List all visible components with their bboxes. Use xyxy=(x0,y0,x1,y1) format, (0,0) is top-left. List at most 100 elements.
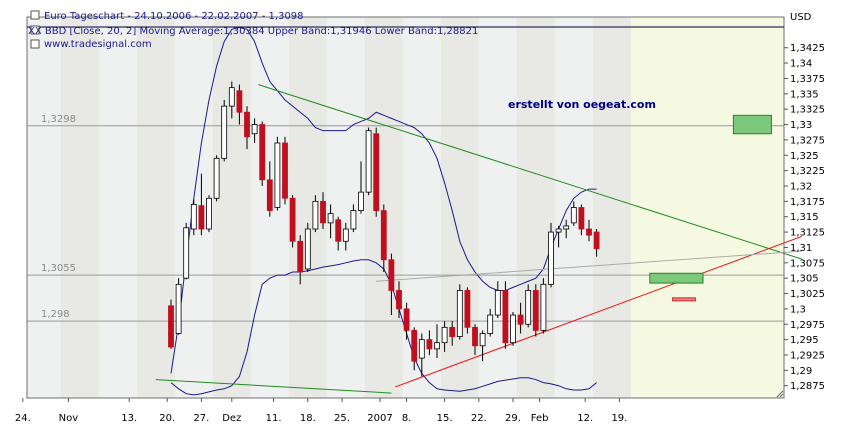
reference-label: 1,3298 xyxy=(41,114,76,125)
reference-label: 1,298 xyxy=(41,309,70,320)
plot-border xyxy=(26,16,785,399)
candle-body xyxy=(487,314,494,334)
y-tick-label: 1,3125 xyxy=(790,228,825,239)
x-tick-label: 18. xyxy=(300,413,316,424)
week-band xyxy=(98,17,137,398)
y-tick-label: 1,3325 xyxy=(790,105,825,116)
trend-line-gray-flat xyxy=(376,250,802,282)
candle-body xyxy=(335,219,342,242)
week-band xyxy=(516,17,555,398)
x-tick-label: Feb xyxy=(531,413,549,424)
candles xyxy=(168,81,600,377)
candle-body xyxy=(494,290,501,316)
week-bands xyxy=(27,17,631,398)
x-tick-label: 8. xyxy=(402,413,412,424)
candle-body xyxy=(578,207,585,230)
resize-grip-icon[interactable] xyxy=(776,390,784,398)
y-tick-label: 1,34 xyxy=(790,59,812,70)
x-tick-label: Nov xyxy=(59,413,79,424)
trend-line-green-down-upper xyxy=(258,84,802,260)
y-tick-label: 1,2925 xyxy=(790,350,825,361)
candle-body xyxy=(206,197,212,230)
candle-body xyxy=(441,326,448,344)
y-axis: 1,2875 1,29 1,2925 1,295 1,2975 1,3 1,3025 1,30… xyxy=(784,43,825,392)
candle-body xyxy=(365,130,372,193)
red-box xyxy=(672,297,696,302)
y-tick-label: 1,3175 xyxy=(790,197,825,208)
candle-body xyxy=(593,231,600,250)
candle-body xyxy=(327,213,334,224)
candle-body xyxy=(426,339,433,350)
y-tick-label: 1,3425 xyxy=(790,43,825,54)
y-tick-label: 1,295 xyxy=(790,335,819,346)
candle-body xyxy=(502,290,509,344)
candle-body xyxy=(259,124,266,181)
x-tick-label: 11. xyxy=(266,413,282,424)
candle-body xyxy=(540,283,547,331)
week-band xyxy=(212,17,251,398)
candle-body xyxy=(403,308,410,331)
candle-body xyxy=(555,228,562,233)
menu-icon[interactable] xyxy=(30,10,40,20)
candle-body xyxy=(297,240,304,273)
reference-label: 1,3055 xyxy=(41,263,76,274)
bollinger-upper-line xyxy=(170,26,597,374)
candle-body xyxy=(282,142,288,199)
candle-body xyxy=(168,305,174,348)
source-label: www.tradesignal.com xyxy=(44,39,152,50)
y-tick-label: 1,31 xyxy=(790,243,812,254)
candle-body xyxy=(418,339,425,359)
week-band xyxy=(60,17,99,398)
candle-body xyxy=(525,290,532,325)
indicator-legend: XX BBD [Close, 20, 2] Moving Average:1,3… xyxy=(28,26,478,37)
x-tick-label: 13. xyxy=(121,413,137,424)
candle-body xyxy=(213,157,220,199)
y-tick-label: 1,3025 xyxy=(790,289,825,300)
x-tick-label: 20. xyxy=(159,413,175,424)
author-annotation: erstellt von oegeat.com xyxy=(508,98,656,111)
week-band xyxy=(27,17,61,398)
candle-body xyxy=(510,314,516,344)
candle-body xyxy=(532,290,539,331)
green-box-upper xyxy=(732,114,772,135)
candle-body xyxy=(228,87,235,107)
y-tick-label: 1,2975 xyxy=(790,320,825,331)
candle-body xyxy=(266,179,273,211)
y-tick-label: 1,3225 xyxy=(790,166,825,177)
candle-body xyxy=(464,290,471,328)
x-tick-label: Dez xyxy=(222,413,241,424)
candle-body xyxy=(289,197,296,242)
candle-body xyxy=(563,225,570,230)
y-tick-label: 1,305 xyxy=(790,274,819,285)
x-tick-label: 12. xyxy=(577,413,593,424)
candle-body xyxy=(380,210,387,261)
candle-body xyxy=(274,142,281,208)
candle-body xyxy=(388,259,395,291)
x-tick-label: 29. xyxy=(505,413,521,424)
target-boxes xyxy=(649,114,772,302)
candle-body xyxy=(175,283,182,334)
candle-body xyxy=(358,191,364,211)
candle-body xyxy=(479,333,486,347)
x-tick-label: 19. xyxy=(611,413,627,424)
trend-lines xyxy=(155,84,802,394)
candle-body xyxy=(221,105,228,159)
candle-body xyxy=(244,111,250,138)
candle-body xyxy=(183,227,190,279)
candle-body xyxy=(411,330,418,362)
x-tick-label: 25. xyxy=(334,413,350,424)
indicator-menu-icon[interactable] xyxy=(30,25,40,35)
candle-body xyxy=(456,290,463,337)
candle-body xyxy=(434,342,440,350)
y-tick-label: 1,3375 xyxy=(790,74,825,85)
candle-body xyxy=(350,210,357,230)
y-tick-label: 1,3 xyxy=(790,304,806,315)
candle-body xyxy=(320,200,326,224)
candle-body xyxy=(190,204,197,230)
y-tick-label: 1,335 xyxy=(790,89,819,100)
y-tick-label: 1,32 xyxy=(790,181,812,192)
candle-body xyxy=(396,290,402,310)
y-tick-label: 1,3075 xyxy=(790,258,825,269)
trend-line-green-down-lower xyxy=(155,379,392,394)
